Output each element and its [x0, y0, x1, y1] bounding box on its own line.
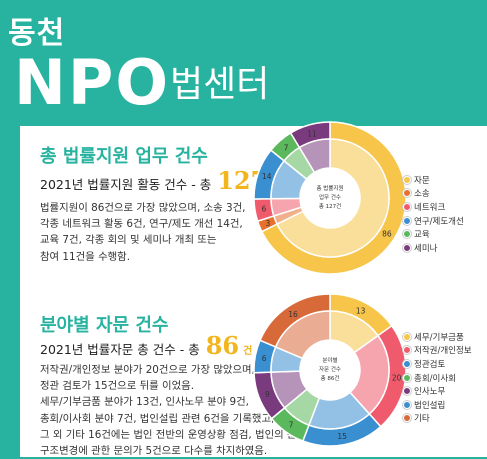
legend-item: 인사노무	[403, 384, 472, 398]
legend-label: 세무/기부금품	[414, 332, 464, 343]
legend-swatch	[403, 202, 411, 211]
header-law-center: 법센터	[170, 64, 270, 105]
legend-label: 자문	[414, 175, 430, 186]
legend-swatch	[403, 346, 411, 355]
legend-item: 네트워크	[403, 200, 464, 214]
legend-item: 총회/이사회	[403, 371, 472, 385]
section1-subtitle: 2021년 법률지원 활동 건수 - 총 127 건	[40, 166, 281, 195]
legend-label: 교육	[414, 230, 430, 241]
legend-item: 법인설립	[403, 398, 472, 412]
legend-label: 저작권/개인정보	[414, 346, 472, 357]
section1-unit: 건	[271, 181, 281, 192]
legend-item: 저작권/개인정보	[403, 344, 472, 358]
legend-label: 연구/제도개선	[414, 216, 464, 227]
legend-item: 정관검토	[403, 357, 472, 371]
section1-title: 총 법률지원 업무 건수	[40, 146, 208, 167]
legend-label: 소송	[414, 189, 430, 200]
legend-item: 소송	[403, 187, 464, 201]
legend-swatch	[403, 175, 411, 184]
legend-label: 인사노무	[414, 387, 446, 398]
legend-swatch	[403, 332, 411, 341]
legend-item: 자문	[403, 173, 464, 187]
legend-label: 네트워크	[414, 202, 446, 213]
legend-item: 기타	[403, 412, 472, 426]
section2-subtitle-text: 2021년 법률자문 총 건수 - 총	[40, 342, 200, 357]
section2-title: 분야별 자문 건수	[40, 315, 169, 336]
legend-swatch	[403, 189, 411, 198]
section2-subtitle: 2021년 법률자문 총 건수 - 총 86 건	[40, 331, 252, 360]
legend-swatch	[403, 400, 411, 409]
legend-swatch	[403, 387, 411, 396]
paragraph-line: 총회/이사회 분야 7건, 법인설립 관련 6건을 기록했고,	[40, 412, 275, 425]
legend-swatch	[403, 216, 411, 225]
legend-swatch	[403, 414, 411, 423]
legend-item: 연구/제도개선	[403, 214, 464, 228]
section1-total: 127	[217, 166, 268, 195]
legend-item: 세미나	[403, 241, 464, 255]
section1-paragraph: 법률지원이 86건으로 가장 많았으며, 소송 3건, 각종 네트워크 활동 6…	[40, 200, 245, 265]
legend-swatch	[403, 359, 411, 368]
legend-label: 정관검토	[414, 359, 446, 370]
legend-swatch	[403, 373, 411, 382]
legend-label: 세미나	[414, 243, 438, 254]
legend-label: 법인설립	[414, 400, 446, 411]
paragraph-line: 참여 11건을 수행함.	[40, 250, 131, 263]
header-org-name: 동천	[8, 16, 66, 51]
paragraph-line: 각종 네트워크 활동 6건, 연구/제도 개선 14건,	[40, 218, 243, 231]
paragraph-line: 그 외 기타 16건에는 법인 전반의 운영상황 점검, 법인의 분할,	[40, 428, 310, 441]
legend-item: 교육	[403, 227, 464, 241]
paragraph-line: 세무/기부금품 분야가 13건, 인사노무 분야 9건,	[40, 396, 249, 409]
legend-swatch	[403, 243, 411, 252]
paragraph-line: 법률지원이 86건으로 가장 많았으며, 소송 3건,	[40, 202, 246, 214]
section2-total: 86	[205, 331, 240, 360]
legend-label: 총회/이사회	[414, 373, 456, 384]
section2-paragraph: 저작권/개인정보 분야가 20건으로 가장 많았으며, 정관 검토가 15건으로…	[40, 362, 309, 459]
section2-unit: 건	[243, 346, 253, 357]
legend-label: 기타	[414, 414, 430, 425]
legend-swatch	[403, 230, 411, 239]
header-npo: NPO	[14, 46, 171, 119]
legend-item: 세무/기부금품	[403, 330, 472, 344]
paragraph-line: 교육 7건, 각종 회의 및 세미나 개최 또는	[40, 234, 217, 247]
paragraph-line: 구조변경에 관한 문의가 5건으로 다수를 차지하였음.	[40, 445, 268, 458]
paragraph-line: 정관 검토가 15건으로 뒤를 이었음.	[40, 380, 195, 393]
section1-subtitle-text: 2021년 법률지원 활동 건수 - 총	[40, 177, 212, 192]
paragraph-line: 저작권/개인정보 분야가 20건으로 가장 많았으며,	[40, 364, 255, 376]
